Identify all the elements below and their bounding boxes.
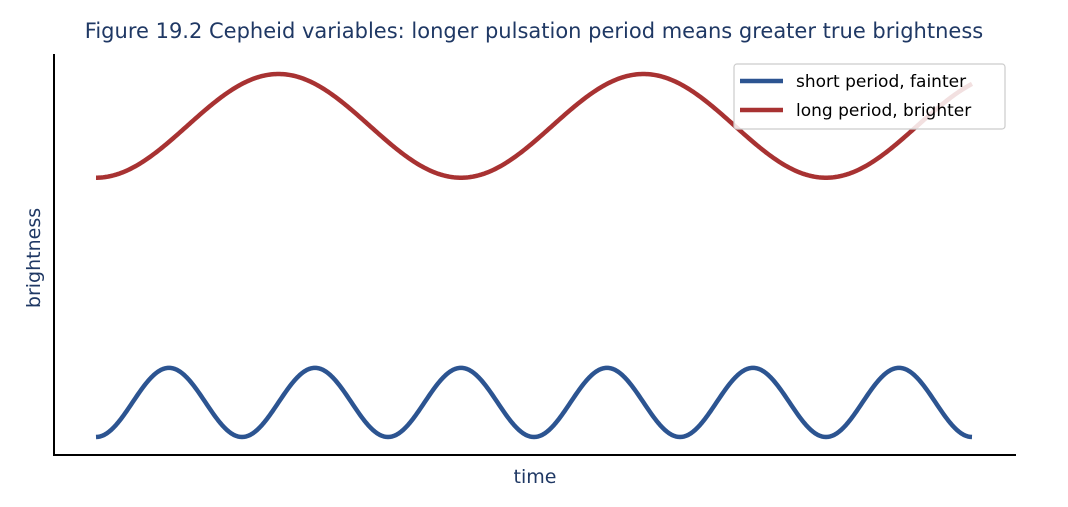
series-layer	[95, 71, 974, 440]
legend: short period, fainter long period, brigh…	[733, 63, 1006, 130]
series-line-long-period-brighter	[95, 71, 974, 180]
legend-box	[733, 63, 1006, 130]
legend-label-long-period: long period, brighter	[796, 101, 971, 121]
x-axis-label: time	[514, 466, 557, 488]
chart-title: Figure 19.2 Cepheid variables: longer pu…	[85, 19, 983, 43]
y-axis-label: brightness	[23, 208, 45, 308]
series-line-short-period-fainter	[95, 365, 973, 440]
legend-label-short-period: short period, fainter	[796, 72, 966, 92]
